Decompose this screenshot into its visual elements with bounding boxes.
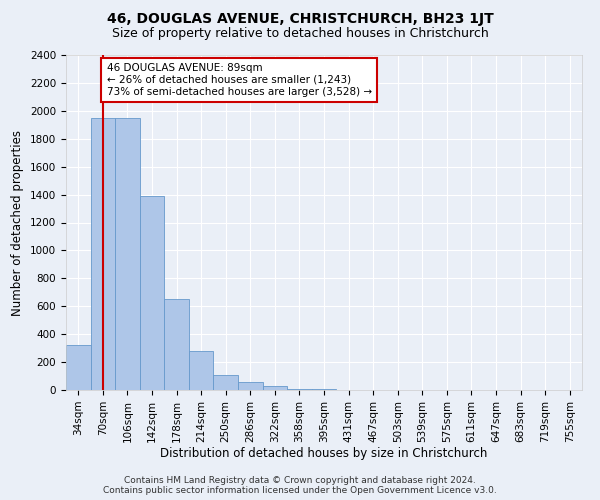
Y-axis label: Number of detached properties: Number of detached properties [11,130,25,316]
Text: Contains HM Land Registry data © Crown copyright and database right 2024.
Contai: Contains HM Land Registry data © Crown c… [103,476,497,495]
X-axis label: Distribution of detached houses by size in Christchurch: Distribution of detached houses by size … [160,448,488,460]
Bar [189,351,214,390]
Bar [164,300,189,390]
Bar [287,388,312,390]
Bar [238,382,263,390]
Bar [115,118,140,390]
Text: 46 DOUGLAS AVENUE: 89sqm
← 26% of detached houses are smaller (1,243)
73% of sem: 46 DOUGLAS AVENUE: 89sqm ← 26% of detach… [107,64,371,96]
Bar [140,196,164,390]
Bar [214,376,238,390]
Bar [91,118,115,390]
Text: 46, DOUGLAS AVENUE, CHRISTCHURCH, BH23 1JT: 46, DOUGLAS AVENUE, CHRISTCHURCH, BH23 1… [107,12,493,26]
Bar [66,346,91,390]
Text: Size of property relative to detached houses in Christchurch: Size of property relative to detached ho… [112,28,488,40]
Bar [263,386,287,390]
